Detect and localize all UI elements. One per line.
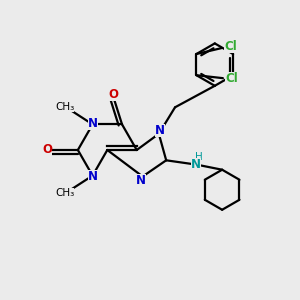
Text: N: N [88,170,98,183]
Text: Cl: Cl [224,40,237,53]
Text: Cl: Cl [225,72,238,85]
Text: H: H [195,152,203,162]
Text: N: N [88,117,98,130]
Text: CH₃: CH₃ [55,188,74,198]
Text: N: N [190,158,201,171]
Text: N: N [136,173,146,187]
Text: CH₃: CH₃ [55,102,74,112]
Text: O: O [108,88,118,101]
Text: O: O [42,143,52,157]
Text: N: N [155,124,165,137]
